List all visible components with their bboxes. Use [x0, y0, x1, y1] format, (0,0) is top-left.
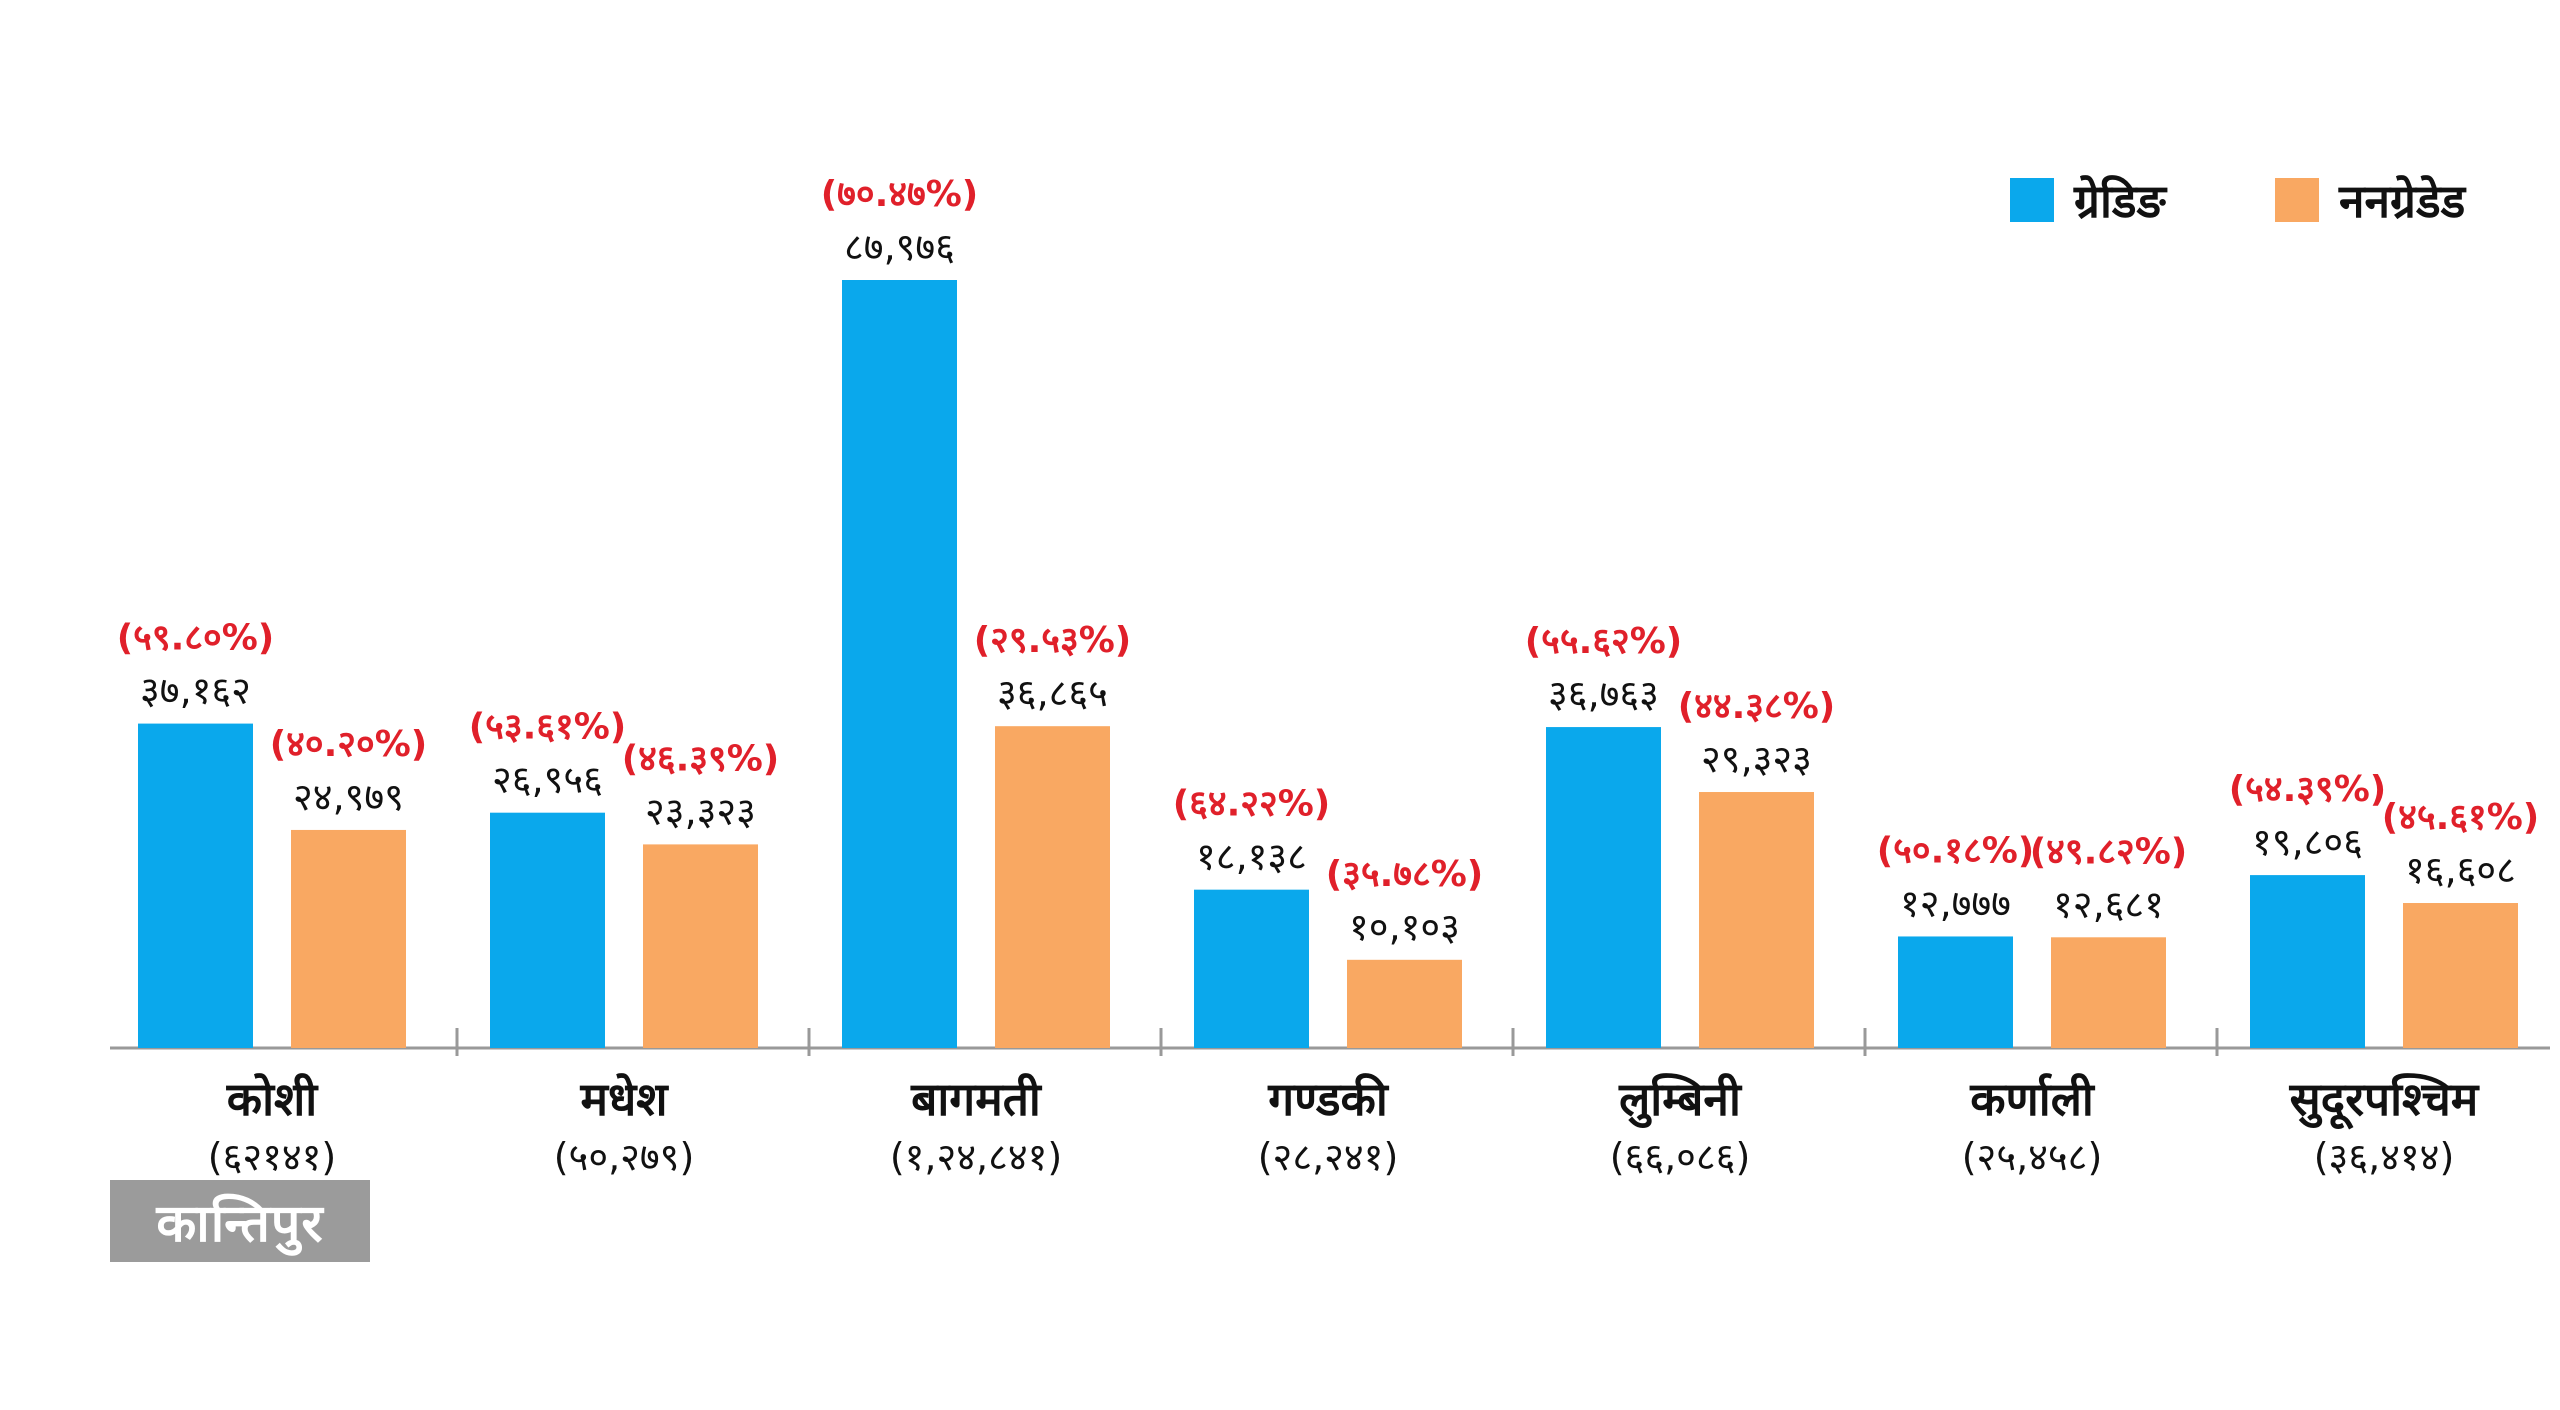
category-label: बागमती — [910, 1072, 1043, 1126]
bar-percent-label: (६४.२२%) — [1173, 784, 1331, 825]
bar-value-label: २६,९५६ — [492, 758, 603, 802]
bar-nongraded — [1699, 792, 1814, 1048]
bar-graded — [1194, 889, 1309, 1048]
bar-nongraded — [2403, 903, 2518, 1048]
legend-label-nongraded: ननग्रेडेड — [2339, 174, 2466, 228]
bar-nongraded — [995, 726, 1110, 1048]
category-total-label: (२५,४५८) — [1962, 1135, 2103, 1179]
category-total-label: (६६,०८६) — [1610, 1135, 1751, 1179]
kantipur-logo: कान्तिपुर — [110, 1180, 370, 1262]
bar-graded — [1898, 936, 2013, 1048]
bar-graded — [490, 812, 605, 1048]
legend-item-graded: ग्रेडिङ — [2010, 170, 2166, 230]
category-label: कर्णाली — [1969, 1072, 2096, 1126]
legend-item-nongraded: ननग्रेडेड — [2275, 170, 2465, 230]
legend-swatch-nongraded — [2275, 178, 2319, 222]
bar-value-label: १६,६०८ — [2405, 848, 2516, 892]
bar-nongraded — [1347, 959, 1462, 1048]
bar-percent-label: (५३.६१%) — [469, 707, 627, 748]
bar-value-label: ३७,१६२ — [140, 669, 251, 713]
bar-value-label: २३,३२३ — [645, 789, 756, 833]
bar-percent-label: (४०.२०%) — [270, 724, 428, 765]
category-total-label: (३६,४१४) — [2314, 1135, 2455, 1179]
bar-nongraded — [291, 829, 406, 1048]
bar-value-label: २४,९७९ — [293, 775, 404, 819]
bar-value-label: १२,७७७ — [1900, 881, 2011, 925]
legend-swatch-graded — [2010, 178, 2054, 222]
bar-percent-label: (४९.८२%) — [2030, 831, 2188, 872]
category-label: गण्डकी — [1267, 1072, 1390, 1126]
bar-percent-label: (७०.४७%) — [821, 174, 979, 215]
category-label: मधेश — [579, 1072, 669, 1126]
category-label: लुम्बिनी — [1618, 1072, 1743, 1129]
category-total-label: (१,२४,८४१) — [890, 1135, 1062, 1179]
bar-percent-label: (५५.६२%) — [1525, 621, 1683, 662]
bar-value-label: १९,८०६ — [2252, 820, 2363, 864]
bar-value-label: १२,६८१ — [2053, 882, 2164, 926]
bar-graded — [1546, 727, 1661, 1048]
kantipur-logo-text: कान्तिपुर — [156, 1192, 324, 1254]
category-total-label: (६२१४१) — [208, 1135, 336, 1179]
bar-percent-label: (५४.३९%) — [2229, 769, 2387, 810]
bar-value-label: २९,३२३ — [1701, 737, 1812, 781]
bar-nongraded — [643, 844, 758, 1048]
bar-percent-label: (२९.५३%) — [974, 620, 1132, 661]
bar-percent-label: (५९.८०%) — [117, 618, 275, 659]
category-label: सुदूरपश्चिम — [2289, 1072, 2480, 1130]
bar-graded — [842, 280, 957, 1048]
category-total-label: (२८,२४१) — [1258, 1135, 1399, 1179]
category-label: कोशी — [226, 1072, 320, 1126]
bar-percent-label: (३५.७८%) — [1326, 854, 1484, 895]
bar-percent-label: (४४.३८%) — [1678, 686, 1836, 727]
legend-label-graded: ग्रेडिङ — [2074, 174, 2166, 228]
bar-graded — [138, 723, 253, 1048]
bar-percent-label: (५०.१८%) — [1877, 830, 2035, 871]
bar-value-label: १०,१०३ — [1349, 905, 1460, 949]
bar-value-label: १८,१३८ — [1196, 835, 1307, 879]
category-total-label: (५०,२७९) — [554, 1135, 695, 1179]
bar-percent-label: (४६.३९%) — [622, 738, 780, 779]
bar-value-label: ३६,८६५ — [997, 671, 1108, 715]
bar-percent-label: (४५.६१%) — [2382, 797, 2540, 838]
bar-graded — [2250, 875, 2365, 1048]
bar-value-label: ३६,७६३ — [1548, 672, 1659, 716]
bar-nongraded — [2051, 937, 2166, 1048]
bar-value-label: ८७,९७६ — [844, 225, 955, 269]
